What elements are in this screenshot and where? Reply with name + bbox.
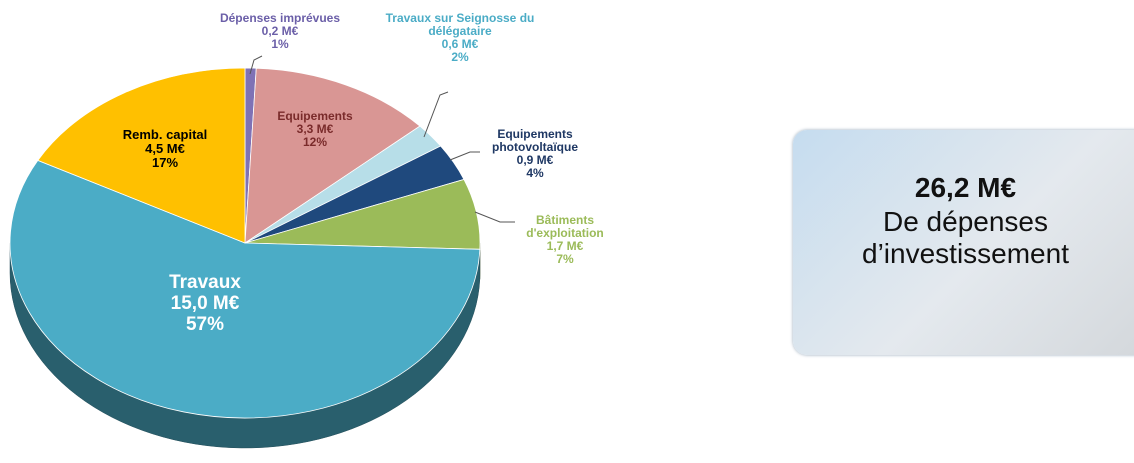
leader-line xyxy=(249,55,263,75)
label-percent: 7% xyxy=(556,252,574,266)
label-percent: 17% xyxy=(151,155,179,170)
label-percent: 4% xyxy=(526,166,544,180)
slice-label: Dépenses imprévues 0,2 M€ 1% xyxy=(200,12,360,51)
label-percent: 2% xyxy=(451,50,469,64)
label-amount: 1,7 M€ xyxy=(546,239,584,253)
total: 26,2 M€ xyxy=(914,172,1017,203)
slice-label: Equipements 3,3 M€ 12% xyxy=(255,110,375,149)
slice xyxy=(244,67,421,244)
slice-label: Equipements photovoltaïque 0,9 M€ 4% xyxy=(480,128,590,180)
label-name: Equipements photovoltaïque xyxy=(492,127,578,154)
slice-label: Travaux 15,0 M€ 57% xyxy=(135,272,275,335)
slice-label: Bâtiments d'exploitation 1,7 M€ 7% xyxy=(510,214,620,266)
label-name: Dépenses imprévues xyxy=(219,11,341,25)
label-name: Bâtiments d'exploitation xyxy=(526,213,604,240)
label-name: Remb. capital xyxy=(122,127,208,142)
label-amount: 3,3 M€ xyxy=(296,122,334,136)
slice-label: Remb. capital 4,5 M€ 17% xyxy=(95,128,235,170)
label-percent: 57% xyxy=(185,314,225,335)
pie-chart xyxy=(9,55,515,449)
label-name: Equipements xyxy=(277,109,353,123)
slice xyxy=(37,67,246,244)
label-name: Travaux xyxy=(169,272,241,293)
label-percent: 12% xyxy=(302,135,328,149)
caption: De dépenses d’investissement xyxy=(862,206,1069,269)
label-amount: 4,5 M€ xyxy=(145,141,185,156)
slice-label: Travaux sur Seignosse du délégataire 0,6 … xyxy=(385,12,535,64)
leader-line xyxy=(423,91,449,138)
label-percent: 1% xyxy=(271,37,289,51)
summary-box: 26,2 M€ De dépenses d’investissement xyxy=(793,130,1134,355)
label-amount: 15,0 M€ xyxy=(170,293,240,314)
leader-lines xyxy=(249,55,515,223)
leader-line xyxy=(449,151,480,161)
leader-line xyxy=(474,211,515,223)
slice xyxy=(9,159,481,419)
label-amount: 0,6 M€ xyxy=(441,37,479,51)
label-amount: 0,9 M€ xyxy=(516,153,554,167)
label-name: Travaux sur Seignosse du délégataire xyxy=(385,11,535,38)
label-amount: 0,2 M€ xyxy=(261,24,299,38)
